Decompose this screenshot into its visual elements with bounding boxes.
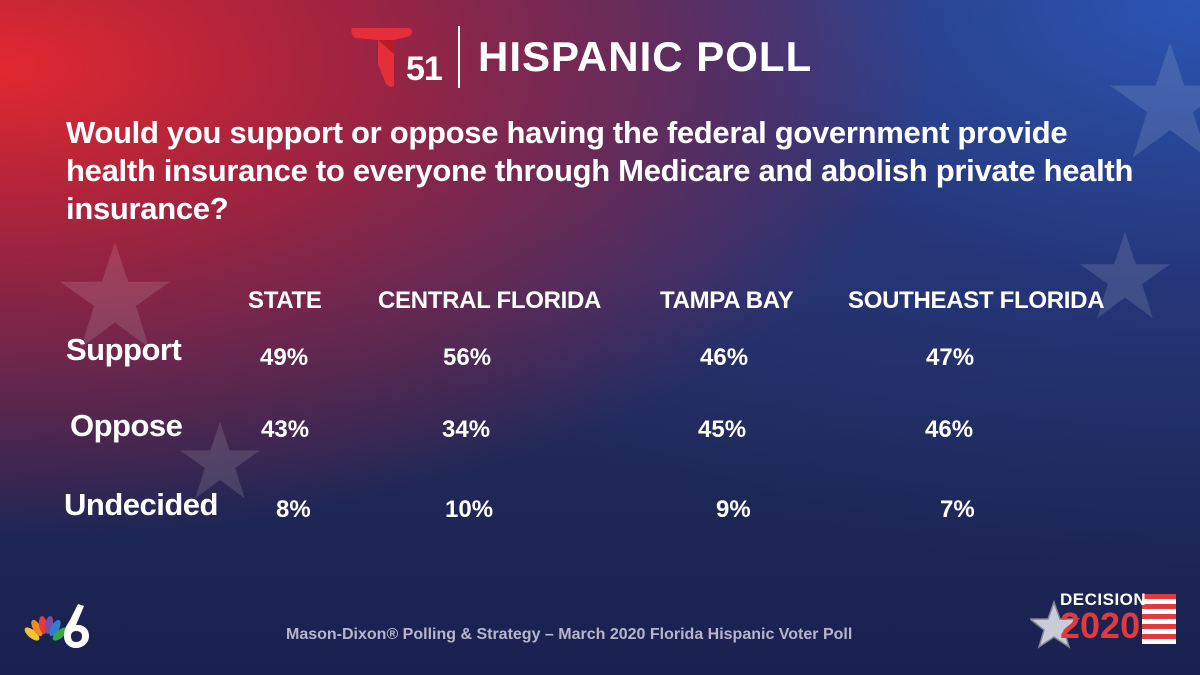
table-cell: 45%	[698, 416, 747, 443]
table-cell: 46%	[700, 344, 749, 371]
header-divider	[458, 26, 460, 88]
decision-year: 2020	[1060, 605, 1141, 646]
logo-number: 51	[406, 50, 443, 88]
row-label-oppose: Oppose	[70, 408, 183, 443]
decision-word: DECISION	[1060, 590, 1147, 609]
table-cell: 34%	[442, 416, 491, 443]
table-cell: 49%	[260, 344, 309, 371]
column-header-southeast-florida: SOUTHEAST FLORIDA	[848, 287, 1105, 314]
telemundo-logo-icon: 51	[350, 24, 450, 90]
column-header-tampa-bay: TAMPA BAY	[660, 287, 794, 314]
star-icon	[180, 421, 260, 499]
poll-question: Would you support or oppose having the f…	[66, 115, 1134, 226]
star-icon	[1110, 42, 1200, 158]
source-credit: Mason-Dixon® Polling & Strategy – March …	[286, 626, 853, 643]
decision-2020-flag-icon: DECISION 2020	[1030, 588, 1180, 650]
table-cell: 47%	[926, 344, 975, 371]
table-cell: 7%	[940, 496, 975, 523]
table-cell: 8%	[276, 496, 311, 523]
table-cell: 56%	[443, 344, 492, 371]
nbc-peacock-icon	[24, 604, 89, 648]
poll-title: HISPANIC POLL	[478, 33, 813, 80]
table-cell: 10%	[445, 496, 494, 523]
row-label-support: Support	[66, 332, 182, 367]
star-icon	[1080, 231, 1170, 319]
row-label-undecided: Undecided	[64, 487, 218, 522]
star-icon	[60, 242, 170, 348]
column-header-central-florida: CENTRAL FLORIDA	[378, 287, 602, 314]
table-cell: 9%	[716, 496, 751, 523]
table-cell: 46%	[925, 416, 974, 443]
poll-header: 51 HISPANIC POLL	[350, 24, 812, 90]
table-cell: 43%	[261, 416, 310, 443]
column-header-state: STATE	[248, 287, 322, 314]
